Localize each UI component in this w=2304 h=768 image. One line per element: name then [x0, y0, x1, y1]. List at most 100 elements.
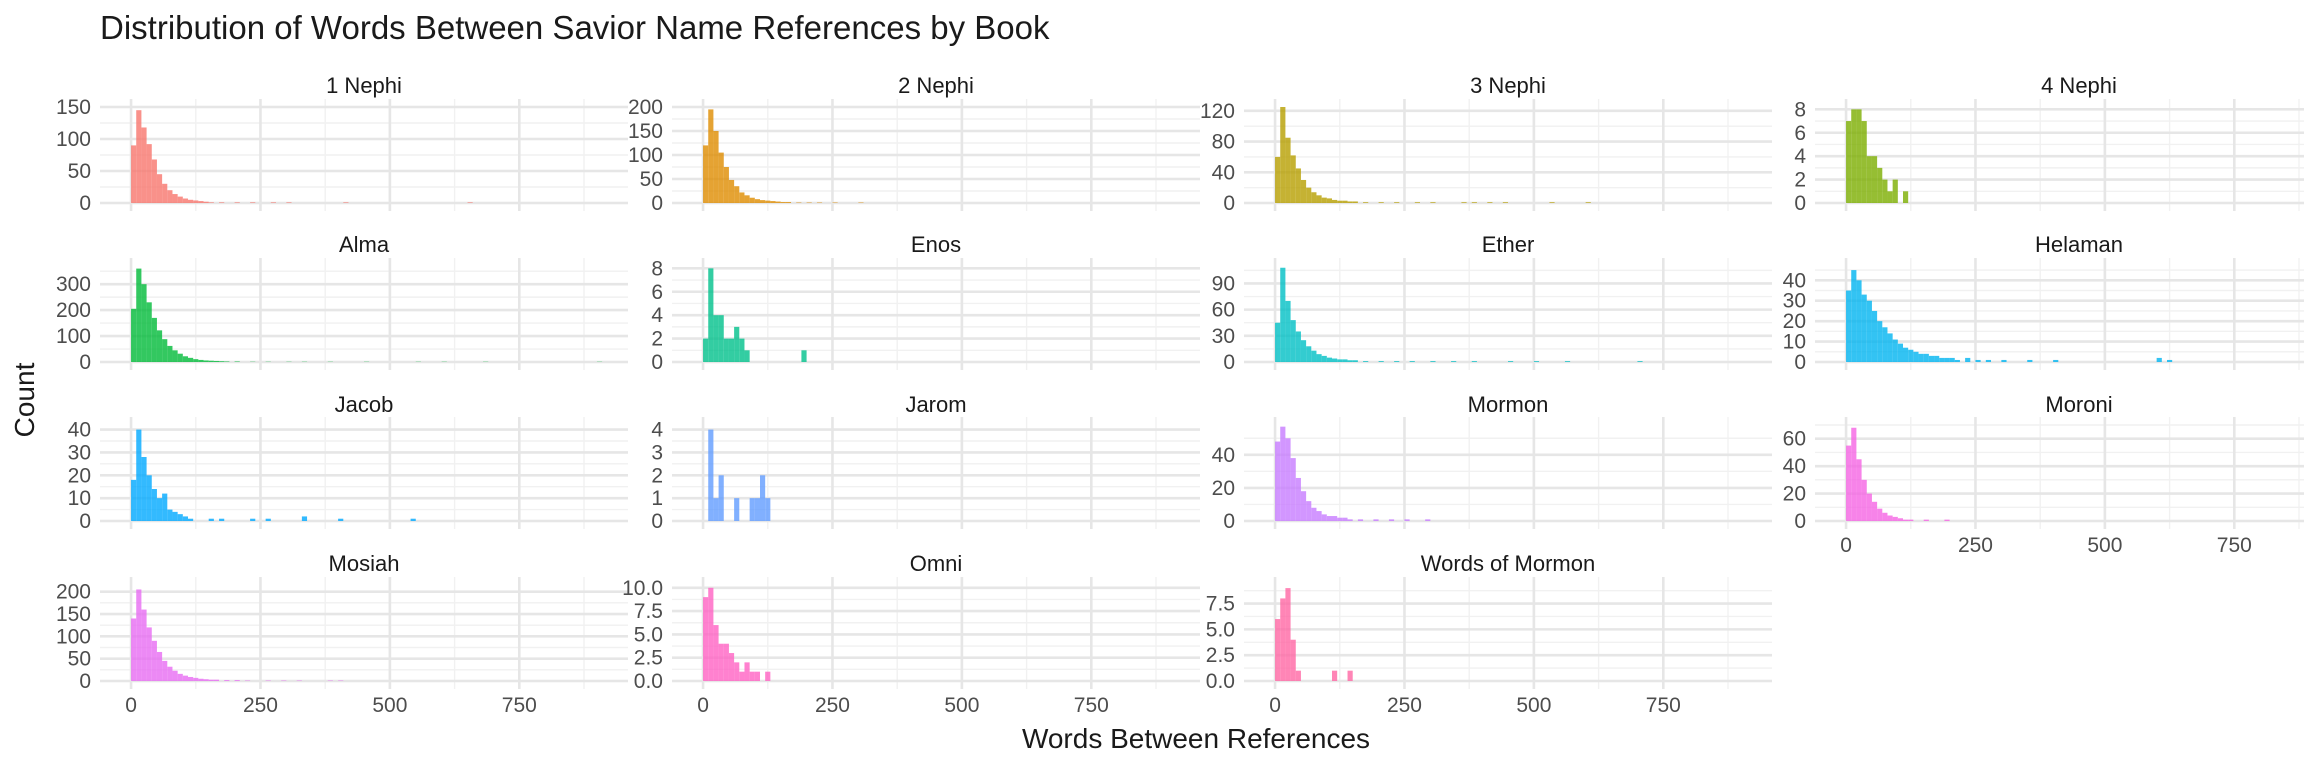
- panel-3-nephi: 0 40 80 120 3 Nephi: [1200, 73, 1772, 215]
- chart-title: Distribution of Words Between Savior Nam…: [100, 9, 1050, 46]
- y-tick-label: 150: [56, 603, 91, 626]
- histogram-bar: [141, 457, 147, 521]
- y-tick-label: 7.5: [634, 600, 663, 623]
- histogram-bar: [1471, 202, 1477, 203]
- histogram-bar: [1347, 519, 1353, 521]
- histogram-bar: [467, 202, 473, 203]
- y-tick-label: 0: [651, 351, 663, 374]
- histogram-bar: [198, 359, 204, 362]
- histogram-bar: [1866, 493, 1872, 521]
- histogram-bar: [146, 144, 152, 203]
- y-tick-label: 2: [1794, 169, 1806, 192]
- histogram-bar: [1295, 477, 1301, 521]
- histogram-bar: [734, 326, 740, 362]
- histogram-bar: [198, 678, 204, 681]
- facet-label-4-nephi: 4 Nephi: [2041, 73, 2117, 98]
- histogram-bar: [2053, 359, 2059, 362]
- histogram-bar: [286, 202, 292, 203]
- histogram-bar: [1300, 179, 1307, 203]
- histogram-bar: [1851, 427, 1857, 521]
- histogram-bar: [1378, 202, 1384, 203]
- y-tick-label: 40: [1212, 161, 1235, 184]
- histogram-bar: [1409, 361, 1415, 362]
- histogram-bar: [744, 662, 750, 681]
- y-tick-label: 0: [1794, 351, 1806, 374]
- y-tick-label: 80: [1212, 131, 1235, 154]
- y-tick-label: 20: [1783, 483, 1806, 506]
- y-tick-label: 6: [651, 281, 663, 304]
- histogram-bar: [1533, 361, 1540, 362]
- histogram-bar: [1347, 360, 1353, 362]
- histogram-bar: [708, 268, 714, 362]
- y-axis-label: Count: [9, 362, 40, 437]
- histogram-bar: [1311, 350, 1317, 362]
- histogram-bar: [718, 643, 724, 681]
- histogram-bar: [1404, 519, 1410, 521]
- histogram-bar: [1846, 290, 1852, 362]
- panel-words-of-mormon: 0.0 2.5 5.07.5 0 250 500 750 Words of Mormon: [1206, 551, 1772, 717]
- histogram-bar: [1357, 519, 1364, 521]
- y-tick-label: 10.0: [622, 577, 663, 600]
- histogram-bar: [136, 429, 142, 521]
- facet-label-omni: Omni: [910, 551, 963, 576]
- histogram-bar: [270, 202, 276, 203]
- y-tick-label: 100: [56, 325, 91, 348]
- histogram-bar: [749, 498, 755, 521]
- histogram-bar: [1861, 121, 1867, 203]
- histogram-bar: [250, 202, 256, 203]
- histogram-bar: [1295, 670, 1301, 681]
- histogram-bar: [1326, 357, 1332, 362]
- histogram-bar: [754, 498, 760, 521]
- histogram-bar: [765, 200, 771, 203]
- histogram-bar: [131, 479, 137, 521]
- histogram-bar: [1363, 361, 1369, 362]
- histogram-bar: [167, 345, 173, 362]
- facet-label-mormon: Mormon: [1468, 392, 1549, 417]
- histogram-bar: [718, 315, 724, 362]
- histogram-bar: [1985, 359, 1991, 362]
- histogram-bar: [177, 196, 183, 203]
- histogram-bar: [708, 429, 714, 521]
- histogram-bar: [1949, 357, 1955, 362]
- histogram-bar: [141, 127, 147, 203]
- y-tick-label: 3: [651, 441, 663, 464]
- histogram-bar: [728, 653, 735, 681]
- histogram-bar: [1903, 347, 1909, 362]
- histogram-bar: [1388, 519, 1395, 521]
- y-tick-label: 100: [56, 128, 91, 151]
- histogram-bar: [1487, 202, 1493, 203]
- histogram-bar: [177, 673, 183, 681]
- histogram-bar: [1882, 327, 1888, 362]
- histogram-bar: [151, 489, 157, 521]
- histogram-bar: [1326, 198, 1332, 203]
- histogram-bar: [151, 317, 157, 362]
- histogram-bar: [1856, 280, 1862, 362]
- histogram-bar: [765, 671, 771, 681]
- histogram-bar: [1363, 202, 1369, 203]
- histogram-bar: [1378, 361, 1384, 362]
- histogram-bar: [1275, 441, 1281, 521]
- y-tick-label: 300: [56, 273, 91, 296]
- histogram-bar: [131, 618, 137, 681]
- x-tick-label: 250: [1958, 534, 1993, 557]
- histogram-bar: [208, 202, 214, 203]
- histogram-bar: [1295, 168, 1301, 203]
- histogram-bar: [1928, 355, 1935, 362]
- histogram-bar: [744, 350, 750, 362]
- histogram-bar: [1502, 202, 1508, 203]
- x-tick-label: 250: [815, 694, 850, 717]
- histogram-bar: [703, 145, 709, 203]
- histogram-bar: [219, 202, 225, 203]
- x-tick-label: 0: [1840, 534, 1852, 557]
- histogram-bar: [1877, 508, 1883, 521]
- panel-1-nephi: 0 50 100 150 1 Nephi: [56, 73, 628, 215]
- facet-label-jacob: Jacob: [335, 392, 394, 417]
- facet-label-mosiah: Mosiah: [329, 551, 400, 576]
- histogram-bar: [151, 640, 157, 681]
- y-tick-label: 150: [628, 120, 663, 143]
- histogram-bar: [1871, 501, 1878, 521]
- histogram-bar: [723, 167, 729, 203]
